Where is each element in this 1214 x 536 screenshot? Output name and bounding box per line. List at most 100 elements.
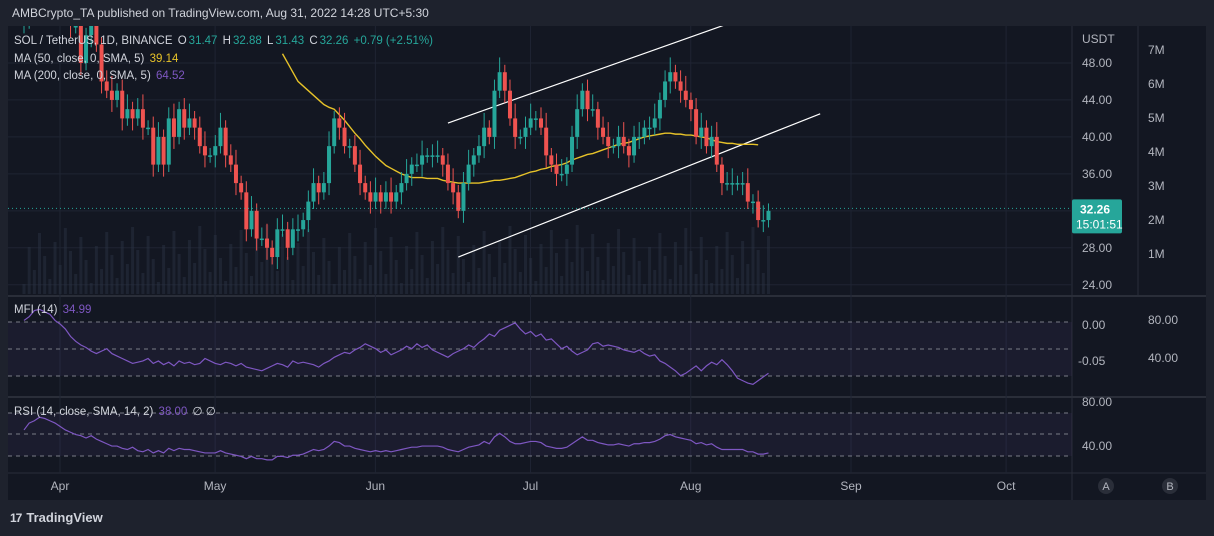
volume-bar (446, 250, 450, 294)
auto-scale-button[interactable] (1098, 478, 1114, 494)
candle-body (233, 164, 238, 184)
volume-bar (327, 261, 331, 294)
candle-body (89, 26, 94, 36)
candle-body (368, 192, 373, 202)
volume-bar (156, 282, 160, 294)
volume-tick-label: 7M (1148, 43, 1165, 57)
volume-bar (255, 239, 259, 294)
candle-body (632, 136, 637, 156)
candle-body (394, 192, 399, 202)
candle-body (590, 109, 595, 111)
candle-body (177, 109, 182, 137)
footer-brand[interactable]: 17 TradingView (10, 510, 103, 525)
volume-bar (492, 277, 496, 294)
volume-bar (22, 284, 26, 294)
price-tick-label: 36.00 (1082, 167, 1112, 181)
candle-body (389, 192, 394, 202)
candle-body (750, 201, 755, 204)
legend-close: 32.26 (319, 35, 349, 47)
candle-body (451, 183, 456, 193)
candle-body (166, 118, 171, 165)
candle-body (280, 229, 285, 231)
candle-body (228, 155, 233, 165)
volume-bar (606, 243, 610, 294)
candle-body (301, 220, 306, 230)
candle-body (306, 201, 311, 221)
volume-bar (32, 270, 36, 294)
volume-bar (358, 279, 362, 294)
volume-bar (673, 242, 677, 294)
volume-bar (420, 255, 424, 294)
axes: Apr May Jun Jul Aug Sep Oct 48.00 44.00 40.00 36.0… (8, 32, 1178, 494)
chart-canvas[interactable]: Apr May Jun Jul Aug Sep Oct 48.00 44.00 40.00 36.0… (8, 26, 1206, 500)
volume-bar (637, 261, 641, 294)
candle-body (513, 118, 518, 137)
tradingview-logo-icon: 17 (10, 510, 22, 525)
legend-open: 31.47 (188, 35, 218, 47)
log-scale-button[interactable] (1162, 478, 1178, 494)
legend-low-label: L (266, 35, 274, 47)
volume-tick-label: 2M (1148, 213, 1165, 227)
legend-ma200[interactable]: MA (200, close, 0, SMA, 5) 64.52 (14, 70, 187, 82)
candle-body (570, 136, 575, 165)
volume-bar (275, 271, 279, 294)
volume-bar (704, 260, 708, 294)
candle-body (327, 146, 332, 184)
candle-body (352, 146, 357, 165)
volume-bar (74, 274, 78, 294)
legend-close-label: C (309, 35, 318, 47)
candle-body (766, 210, 771, 221)
volume-bar (751, 227, 755, 294)
candle-body (533, 118, 538, 120)
chart-panel[interactable]: Apr May Jun Jul Aug Sep Oct 48.00 44.00 40.00 36.0… (8, 26, 1206, 500)
candle-body (688, 99, 693, 110)
legend-rsi-extra: ∅ ∅ (192, 406, 216, 418)
candle-body (580, 90, 585, 110)
volume-bar (544, 267, 548, 294)
volume-bar (363, 242, 367, 294)
legend-symbol[interactable]: SOL / TetherUS, 1D, BINANCE (14, 35, 173, 47)
candle-body (373, 192, 378, 202)
candle-body (321, 183, 326, 193)
volume-bar (213, 235, 217, 294)
mfi-tick-label: 40.00 (1148, 351, 1178, 365)
candle-body (316, 183, 321, 193)
candle-body (466, 164, 471, 184)
volume-bar (353, 256, 357, 294)
volume-bar (430, 241, 434, 294)
candle-body (559, 173, 564, 176)
rsi-line (23, 416, 769, 461)
candle-body (595, 109, 600, 128)
volume-bar (523, 235, 527, 294)
mfi-tick-label: 0.00 (1082, 318, 1106, 332)
candle-body (725, 183, 730, 185)
candle-body (575, 109, 580, 137)
price-tick-label: 40.00 (1082, 130, 1112, 144)
volume-bar (565, 239, 569, 294)
auto-scale-button-label[interactable]: A (1102, 481, 1110, 493)
candle-body (104, 81, 109, 91)
legend-mfi[interactable]: MFI (14) 34.99 (14, 304, 93, 316)
rsi-tick-label: 40.00 (1082, 439, 1112, 453)
volume-bar (518, 272, 522, 294)
candle-body (409, 164, 414, 174)
volume-bar (218, 258, 222, 294)
log-scale-button-label[interactable]: B (1166, 481, 1173, 493)
candle-body (378, 192, 383, 202)
candle-body (482, 127, 487, 147)
volume-bar (162, 245, 166, 294)
candle-body (621, 136, 626, 147)
candle-body (704, 127, 709, 147)
channel-upper-line (447, 26, 724, 124)
candle-body (208, 155, 213, 157)
volume-bar (125, 264, 129, 294)
legend-ma50[interactable]: MA (50, close, 0, SMA, 5) 39.14 (14, 53, 180, 65)
candle-body (420, 155, 425, 165)
x-tick-label: Aug (680, 479, 701, 493)
trend-channel[interactable] (447, 26, 821, 258)
legend-rsi[interactable]: RSI (14, close, SMA, 14, 2) 38.00 ∅ ∅ (14, 404, 218, 418)
candle-body (151, 127, 156, 165)
candle-body (254, 210, 259, 239)
candle-body (332, 118, 337, 147)
volume-bar (368, 265, 372, 294)
